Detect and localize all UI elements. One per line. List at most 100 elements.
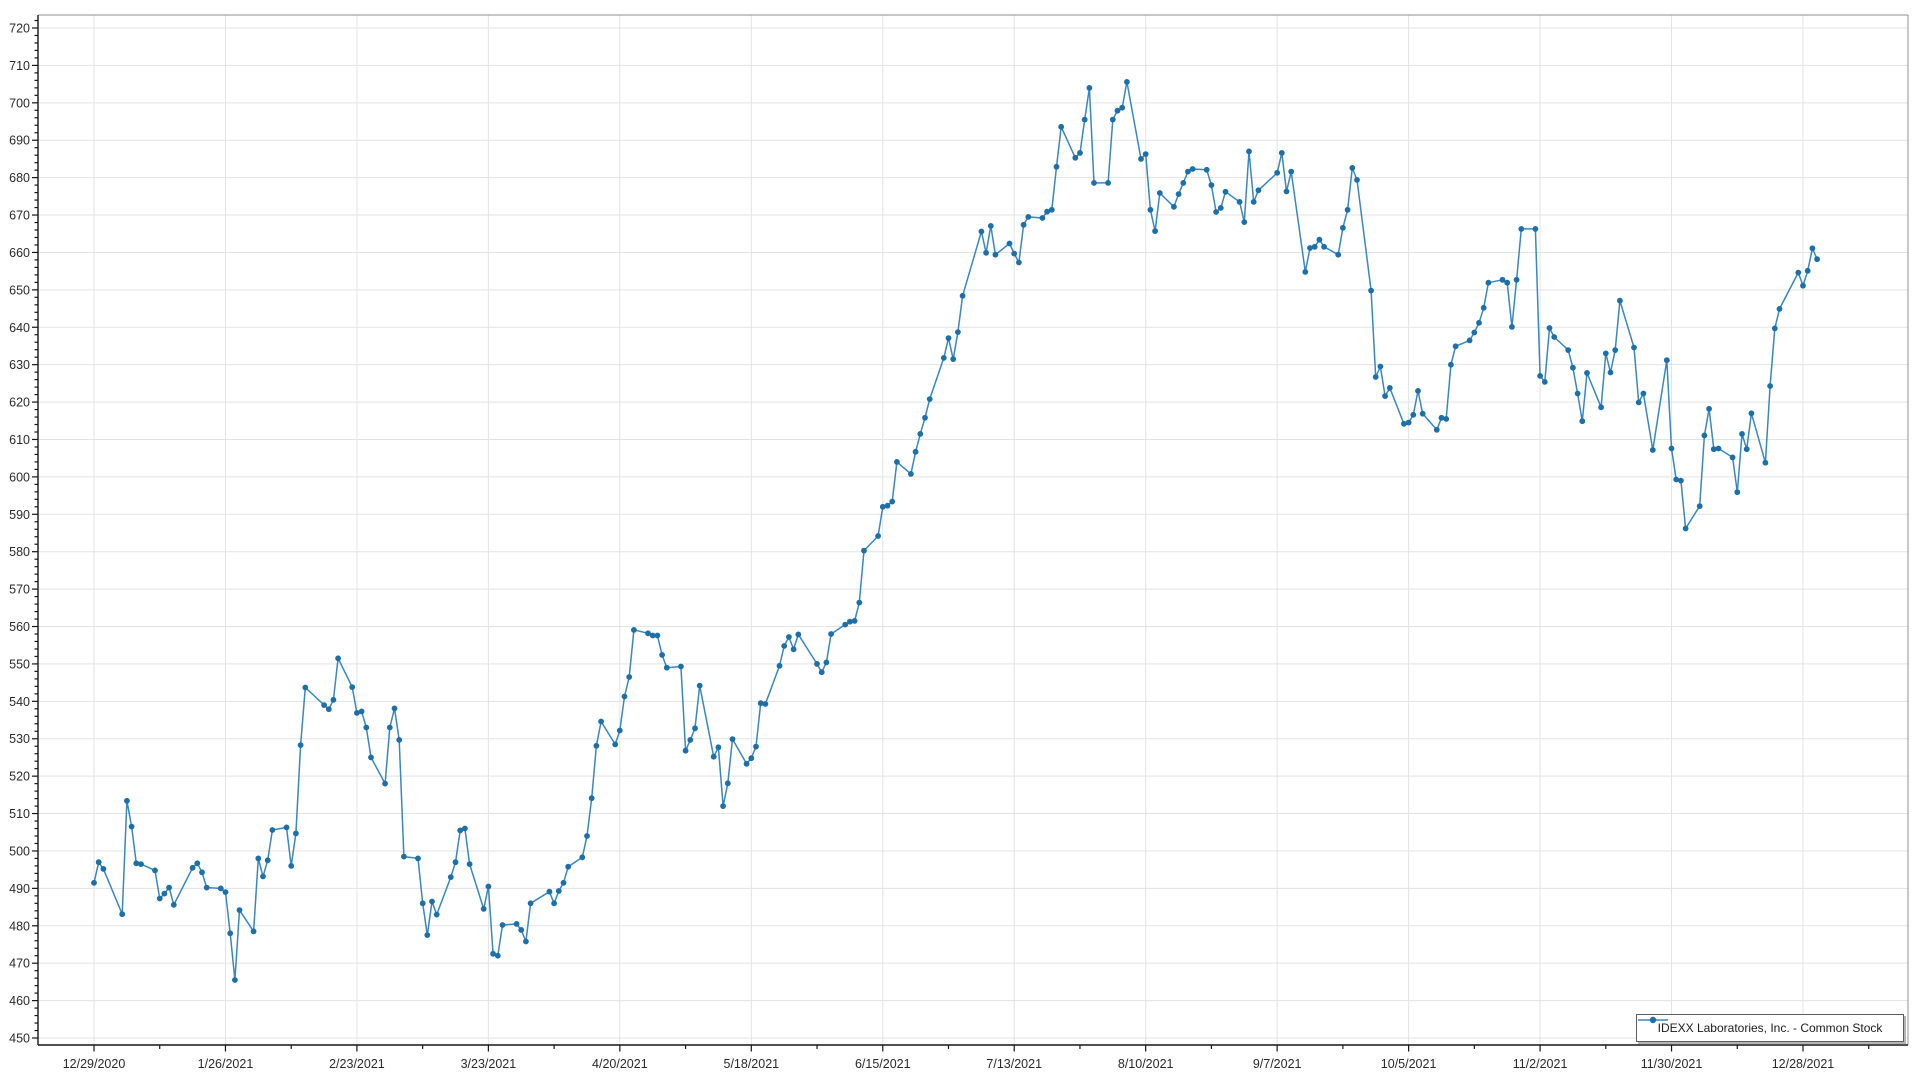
x-tick-label: 6/15/2021: [855, 1057, 911, 1071]
data-point: [1433, 426, 1440, 433]
data-point: [1175, 191, 1182, 198]
data-point: [1673, 476, 1680, 483]
data-point: [1105, 180, 1111, 186]
plot-border: [37, 14, 1909, 1046]
data-point: [546, 888, 553, 895]
data-point: [161, 890, 168, 897]
data-point: [401, 853, 407, 860]
data-point: [1048, 206, 1055, 213]
y-tick-label: 710: [9, 59, 30, 73]
data-point: [236, 907, 243, 913]
data-point: [217, 885, 224, 892]
data-point: [424, 932, 431, 938]
data-point: [894, 459, 900, 465]
data-point: [781, 643, 788, 649]
y-tick-label: 580: [9, 545, 30, 559]
data-point: [889, 498, 896, 505]
data-point: [1579, 418, 1586, 425]
data-point: [1213, 209, 1219, 215]
data-point: [227, 930, 234, 937]
data-point: [1241, 219, 1248, 226]
data-point: [1607, 369, 1614, 376]
data-point: [992, 251, 999, 258]
data-point-markers: [91, 79, 1820, 983]
data-point: [490, 950, 496, 957]
price-series: [93, 81, 1818, 981]
data-point: [1311, 243, 1318, 250]
data-point: [1443, 416, 1450, 422]
data-point: [847, 618, 853, 625]
data-point: [1800, 282, 1806, 289]
data-point: [1354, 177, 1360, 183]
data-point: [1612, 347, 1619, 353]
data-point: [1372, 374, 1379, 380]
data-point: [391, 705, 398, 712]
data-point: [917, 431, 924, 437]
data-point: [1086, 85, 1093, 91]
data-point: [682, 747, 689, 754]
data-point: [1316, 236, 1323, 243]
data-point: [1349, 165, 1356, 171]
data-point: [1307, 245, 1313, 251]
data-point: [330, 696, 337, 703]
data-point: [1278, 150, 1285, 156]
data-point: [748, 755, 755, 762]
data-point: [1058, 123, 1065, 130]
data-point: [1185, 168, 1191, 175]
data-point: [260, 873, 266, 880]
data-point: [1546, 325, 1553, 331]
data-point: [415, 855, 421, 862]
data-point: [555, 888, 562, 894]
data-point: [753, 743, 759, 750]
data-point: [1771, 325, 1778, 332]
data-point: [1532, 226, 1539, 232]
data-point: [1124, 79, 1130, 85]
data-point: [1401, 420, 1407, 427]
data-point: [1255, 187, 1262, 194]
data-point: [1044, 208, 1050, 215]
data-point: [1631, 344, 1637, 351]
data-point: [91, 879, 97, 886]
data-point: [1565, 347, 1572, 353]
data-point: [452, 859, 459, 866]
data-point: [1541, 379, 1548, 385]
data-point: [480, 906, 487, 912]
data-point: [1776, 306, 1783, 312]
data-point: [203, 884, 210, 891]
data-point: [1283, 188, 1290, 195]
data-point: [1706, 405, 1712, 412]
data-point: [100, 866, 107, 872]
data-point: [288, 863, 295, 869]
data-point: [1274, 169, 1281, 176]
data-point: [1109, 116, 1116, 123]
data-point: [621, 693, 628, 700]
data-point: [1011, 250, 1018, 257]
y-tick-label: 470: [9, 957, 30, 971]
data-point: [1335, 251, 1342, 258]
data-point: [1518, 226, 1525, 232]
data-point: [1142, 151, 1149, 158]
data-point: [560, 879, 567, 886]
y-tick-label: 450: [9, 1032, 30, 1046]
data-point: [1288, 168, 1295, 175]
y-tick-label: 620: [9, 396, 30, 410]
data-point: [1321, 243, 1327, 250]
data-point: [1368, 287, 1374, 294]
data-point: [1006, 240, 1013, 247]
data-point: [912, 448, 919, 455]
y-tick-label: 600: [9, 470, 30, 484]
x-tick-label: 9/7/2021: [1253, 1057, 1302, 1071]
data-point: [325, 706, 332, 713]
data-point: [457, 827, 464, 834]
data-point: [419, 900, 426, 907]
data-point: [1617, 297, 1623, 304]
data-point: [687, 737, 694, 743]
data-point: [884, 502, 891, 509]
data-point: [156, 895, 163, 902]
data-point: [1602, 350, 1609, 357]
data-point: [293, 830, 299, 837]
data-point: [222, 889, 229, 895]
data-point: [1152, 228, 1158, 235]
data-point: [861, 547, 867, 554]
y-tick-label: 490: [9, 882, 30, 896]
